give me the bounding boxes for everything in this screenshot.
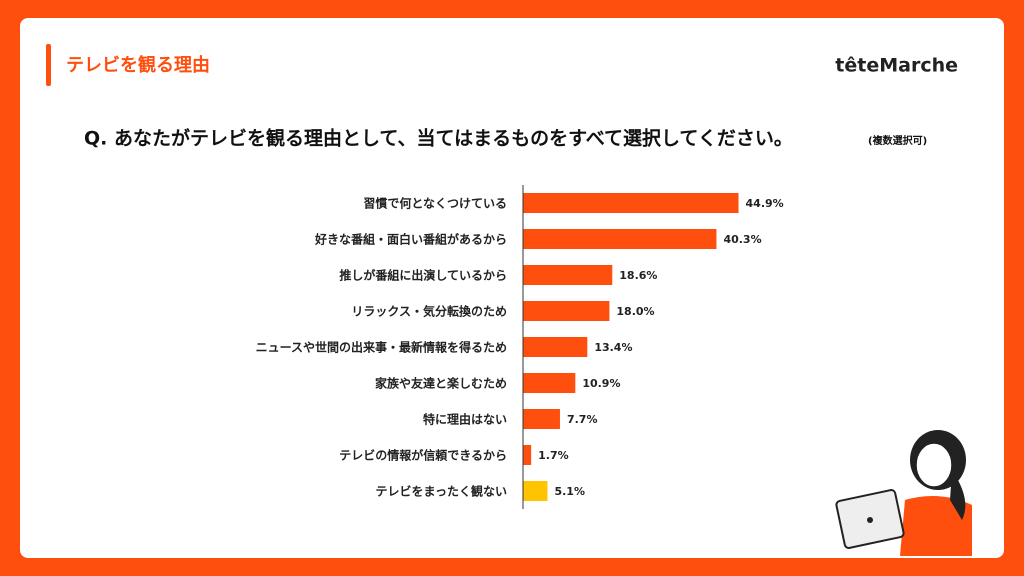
value-label: 10.9% [582,377,620,390]
chart-title: Q. あなたがテレビを観る理由として、当てはまるものをすべて選択してください。 [84,127,793,150]
bar [523,373,576,393]
value-label: 40.3% [723,233,761,246]
category-label: リラックス・気分転換のため [351,304,507,319]
brand-logo: têteMarche [835,55,958,77]
bar [523,481,548,501]
bar [523,193,739,213]
card [20,18,1004,558]
value-label: 1.7% [538,449,569,462]
value-label: 18.0% [616,305,654,318]
value-label: 13.4% [594,341,632,354]
bar [523,301,610,321]
bar [523,265,613,285]
category-label: テレビをまったく観ない [375,484,507,499]
category-label: 推しが番組に出演しているから [339,268,507,283]
category-label: 特に理由はない [423,412,507,427]
bar [523,229,717,249]
bar [523,337,588,357]
value-label: 5.1% [554,485,585,498]
category-label: 家族や友達と楽しむため [375,376,507,391]
category-label: 習慣で何となくつけている [363,196,507,211]
header-bar [46,44,51,86]
value-label: 44.9% [746,197,784,210]
bar [523,409,560,429]
section-title: テレビを観る理由 [66,54,210,76]
value-label: 7.7% [567,413,598,426]
bar [523,445,532,465]
illustration [835,430,972,556]
value-label: 18.6% [619,269,657,282]
category-label: ニュースや世間の出来事・最新情報を得るため [256,340,507,355]
chart-subtitle: (複数選択可) [868,134,927,147]
category-label: 好きな番組・面白い番組があるから [314,232,507,247]
category-label: テレビの情報が信頼できるから [339,448,507,463]
